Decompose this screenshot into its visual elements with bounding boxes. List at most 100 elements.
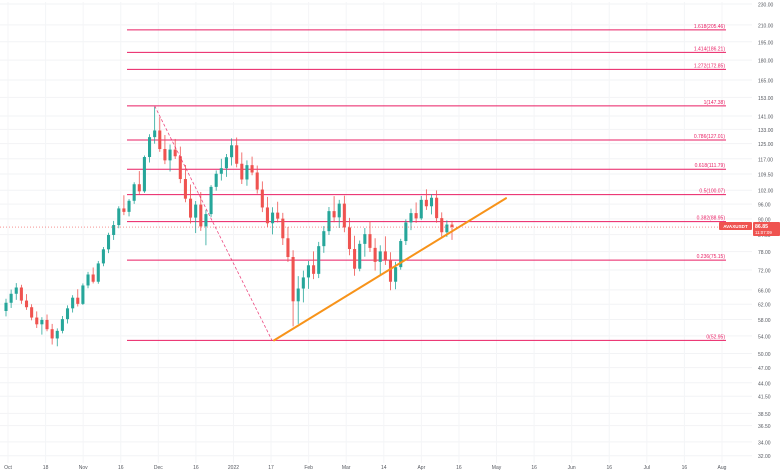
candle[interactable] [45,314,49,332]
candle[interactable] [60,315,64,334]
candle[interactable] [86,271,90,289]
candle[interactable] [281,212,285,246]
candle[interactable] [429,194,434,215]
candle[interactable] [30,304,34,321]
candle[interactable] [96,260,100,284]
candle[interactable] [312,251,316,280]
support-trendline[interactable] [273,197,507,342]
candle[interactable] [148,134,152,163]
candle[interactable] [265,196,269,228]
candle[interactable] [183,164,187,203]
candle[interactable] [240,152,244,185]
candle[interactable] [50,323,54,345]
candle[interactable] [255,165,259,194]
candle[interactable] [378,245,382,275]
candle[interactable] [132,182,136,204]
candle[interactable] [163,135,167,165]
candle[interactable] [219,158,223,181]
candle[interactable] [81,283,85,305]
candle[interactable] [399,238,403,270]
candle-body [50,329,54,339]
candle[interactable] [106,232,111,254]
candle-body [445,224,449,233]
candle[interactable] [142,155,146,193]
candle[interactable] [71,295,75,313]
candle[interactable] [286,226,290,262]
candle-body [306,265,310,278]
candle[interactable] [347,217,352,256]
candle[interactable] [383,236,387,265]
candle[interactable] [122,195,126,216]
candle[interactable] [112,220,116,240]
x-tick-label: 16 [606,465,612,470]
candle[interactable] [189,184,193,224]
candle[interactable] [9,289,13,308]
candle[interactable] [440,212,444,239]
candle[interactable] [317,241,321,279]
candle[interactable] [55,328,59,347]
candle[interactable] [291,250,295,327]
candle[interactable] [271,207,275,235]
candle[interactable] [76,289,80,307]
candle[interactable] [342,195,346,233]
candle[interactable] [296,276,300,324]
candle[interactable] [435,190,439,223]
time-axis[interactable]: Oct 18 Nov 16 Dec 16 2022 17 Feb Mar 14 Apr 16 May 16 J… [4,465,727,471]
candle-body [142,157,146,192]
candle[interactable] [127,199,131,217]
candle[interactable] [358,240,362,272]
candle[interactable] [424,189,428,210]
candle[interactable] [230,138,234,166]
candle[interactable] [306,260,310,289]
candle[interactable] [388,252,393,291]
candle[interactable] [19,284,23,304]
candle[interactable] [199,192,203,231]
candle[interactable] [235,137,239,168]
candle[interactable] [301,270,305,303]
y-tick-label: 90.00 [758,217,771,223]
candle[interactable] [363,227,367,257]
candle[interactable] [35,311,39,328]
candle[interactable] [414,202,418,223]
candle[interactable] [91,267,95,284]
x-tick-label: Apr [417,465,425,470]
candle[interactable] [332,196,336,223]
candle[interactable] [250,156,254,176]
y-tick-label: 96.00 [758,203,771,209]
price-axis[interactable]: 230.00 210.00 195.00 180.00 165.00 153.00 141.… [758,2,774,460]
candle[interactable] [153,106,157,144]
candle[interactable] [194,201,198,234]
candle[interactable] [101,247,105,267]
candle[interactable] [276,201,280,223]
candle[interactable] [353,235,357,276]
candle[interactable] [173,138,177,159]
candle[interactable] [168,144,172,172]
candle[interactable] [404,219,408,246]
candle[interactable] [24,294,29,310]
candle[interactable] [4,298,8,317]
candle[interactable] [322,226,326,253]
candle[interactable] [209,185,213,218]
candle[interactable] [214,170,218,191]
candle[interactable] [137,171,141,195]
candle[interactable] [409,208,413,231]
candle[interactable] [224,153,228,177]
candle[interactable] [117,206,121,229]
candle[interactable] [337,199,341,228]
candle[interactable] [40,317,44,335]
candle[interactable] [373,238,377,271]
candle[interactable] [204,209,208,246]
candle[interactable] [14,283,18,300]
candle[interactable] [158,117,162,152]
candle[interactable] [178,146,182,184]
candle[interactable] [368,221,372,252]
candle-body [332,211,336,218]
candle[interactable] [260,181,264,213]
candle[interactable] [245,160,249,186]
candle[interactable] [65,305,70,324]
candle[interactable] [419,195,423,220]
y-tick-label: 36.50 [758,424,771,430]
fib-anchor-line[interactable] [154,105,273,341]
candle[interactable] [327,206,331,235]
countdown-badge-text: 11:07:09 [755,230,772,235]
